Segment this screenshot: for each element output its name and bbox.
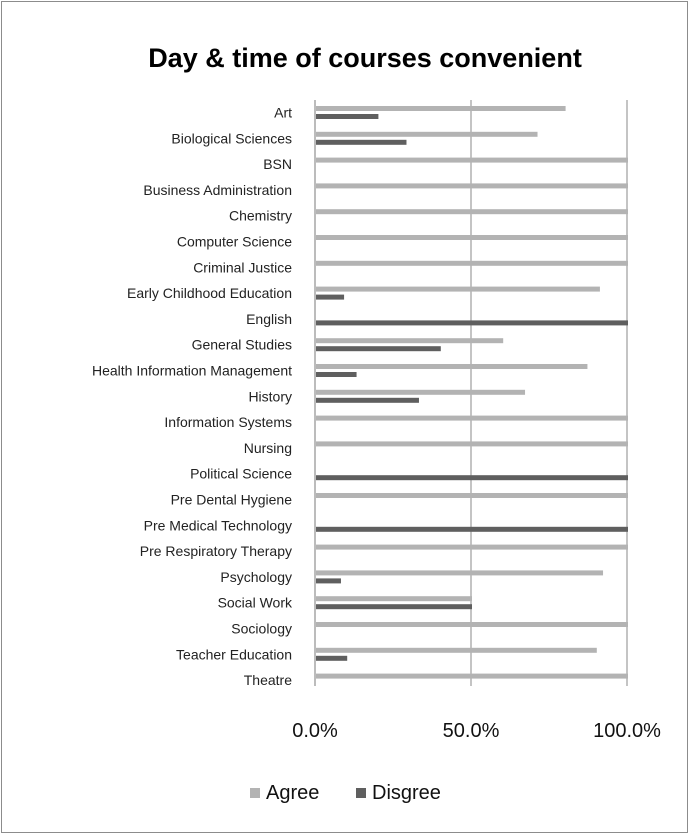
bar-agree [316,106,566,111]
bar-agree [316,235,628,240]
legend: Agree Disgree [250,782,441,804]
bars [316,106,628,679]
category-label: Psychology [220,569,292,585]
category-label: Political Science [190,466,292,482]
bar-disgree [316,397,419,403]
category-label: Sociology [231,621,292,637]
bar-disgree [316,578,341,584]
x-tick-label: 50.0% [443,720,500,742]
bar-disgree [316,294,345,300]
bar-disgree [316,475,628,481]
category-label: Pre Dental Hygiene [171,492,293,508]
category-label: Health Information Management [92,363,292,379]
bar-disgree [316,604,472,610]
bar-agree [316,415,628,421]
bar-agree [316,131,538,137]
bar-disgree [316,114,379,119]
legend-swatch [250,788,260,798]
category-label: History [248,388,292,404]
x-tick-label: 100.0% [593,720,661,742]
bar-disgree [316,320,628,326]
category-label: Biological Sciences [171,130,292,146]
bar-disgree [316,139,407,145]
bar-agree [316,260,628,266]
bar-agree [316,647,597,653]
bar-disgree [316,655,348,661]
bar-agree [316,441,628,447]
bar-agree [316,183,628,189]
category-label: Business Administration [143,182,292,198]
bar-agree [316,286,600,292]
chart-title: Day & time of courses convenient [148,43,582,73]
bar-disgree [316,372,357,377]
category-labels: Art Biological Sciences BSN Business Admini… [92,105,293,689]
category-label: Pre Respiratory Therapy [140,543,292,559]
legend-swatch [356,788,366,798]
category-label: Computer Science [177,234,292,250]
category-label: Teacher Education [176,646,292,662]
category-label: Information Systems [164,414,292,430]
bar-agree [316,364,588,369]
bar-agree [316,157,628,163]
category-label: English [246,311,292,327]
category-label: Nursing [244,440,292,456]
category-label: Criminal Justice [193,259,292,275]
bar-agree [316,389,526,395]
bar-agree [316,596,472,602]
category-label: General Studies [192,337,292,353]
legend-label: Agree [266,782,319,804]
x-tick-label: 0.0% [292,720,338,742]
category-label: Pre Medical Technology [144,517,292,533]
bar-disgree [316,526,628,532]
category-label: BSN [263,156,292,172]
legend-label: Disgree [372,782,441,804]
category-label: Theatre [244,672,292,688]
category-label: Social Work [218,595,293,611]
x-axis-ticks: 0.0% 50.0% 100.0% [292,720,661,742]
category-label: Early Childhood Education [127,285,292,301]
bar-agree [316,570,604,576]
category-label: Art [274,105,292,121]
bar-disgree [316,346,441,352]
bar-agree [316,544,628,550]
bar-agree [316,209,628,215]
bar-agree [316,338,504,344]
bar-agree [316,493,628,498]
bar-agree [316,673,628,679]
bar-agree [316,622,628,627]
category-label: Chemistry [229,208,292,224]
